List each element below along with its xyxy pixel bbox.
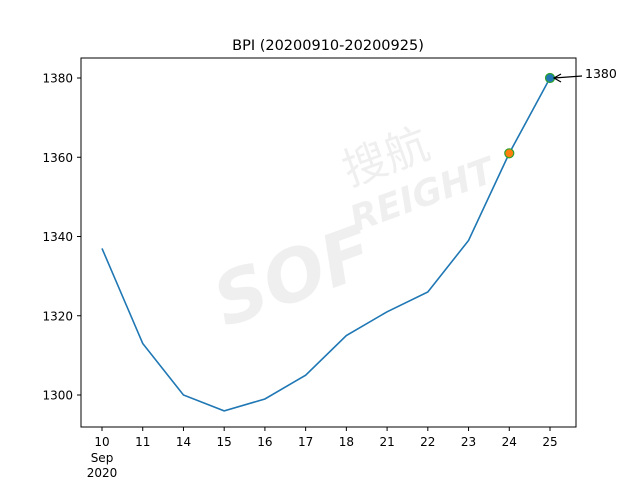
- y-tick-label: 1320: [42, 309, 73, 323]
- annotation-arrow: [554, 74, 582, 82]
- x-tick-label: 11: [135, 435, 150, 449]
- highlight-marker-24: [505, 149, 514, 158]
- x-tick-label: 24: [502, 435, 517, 449]
- x-tick-label: 25: [542, 435, 557, 449]
- x-tick-label: 14: [176, 435, 191, 449]
- annotation-label: 1380: [585, 66, 617, 81]
- x-sublabel-month: Sep: [91, 451, 114, 465]
- y-tick-label: 1300: [42, 389, 73, 403]
- x-tick-label: 15: [217, 435, 232, 449]
- x-tick-label: 23: [461, 435, 476, 449]
- x-tick-label: 22: [420, 435, 435, 449]
- x-sublabel-year: 2020: [87, 466, 118, 480]
- x-tick-label: 18: [339, 435, 354, 449]
- chart-title: BPI (20200910-20200925): [232, 38, 424, 54]
- x-tick-label: 21: [379, 435, 394, 449]
- x-tick-label: 17: [298, 435, 313, 449]
- y-tick-label: 1380: [42, 72, 73, 86]
- y-tick-label: 1340: [42, 230, 73, 244]
- watermark: SOF 搜航 REIGHT: [181, 100, 520, 343]
- x-tick-label: 10: [94, 435, 109, 449]
- x-tick-label: 16: [257, 435, 272, 449]
- y-tick-label: 1360: [42, 151, 73, 165]
